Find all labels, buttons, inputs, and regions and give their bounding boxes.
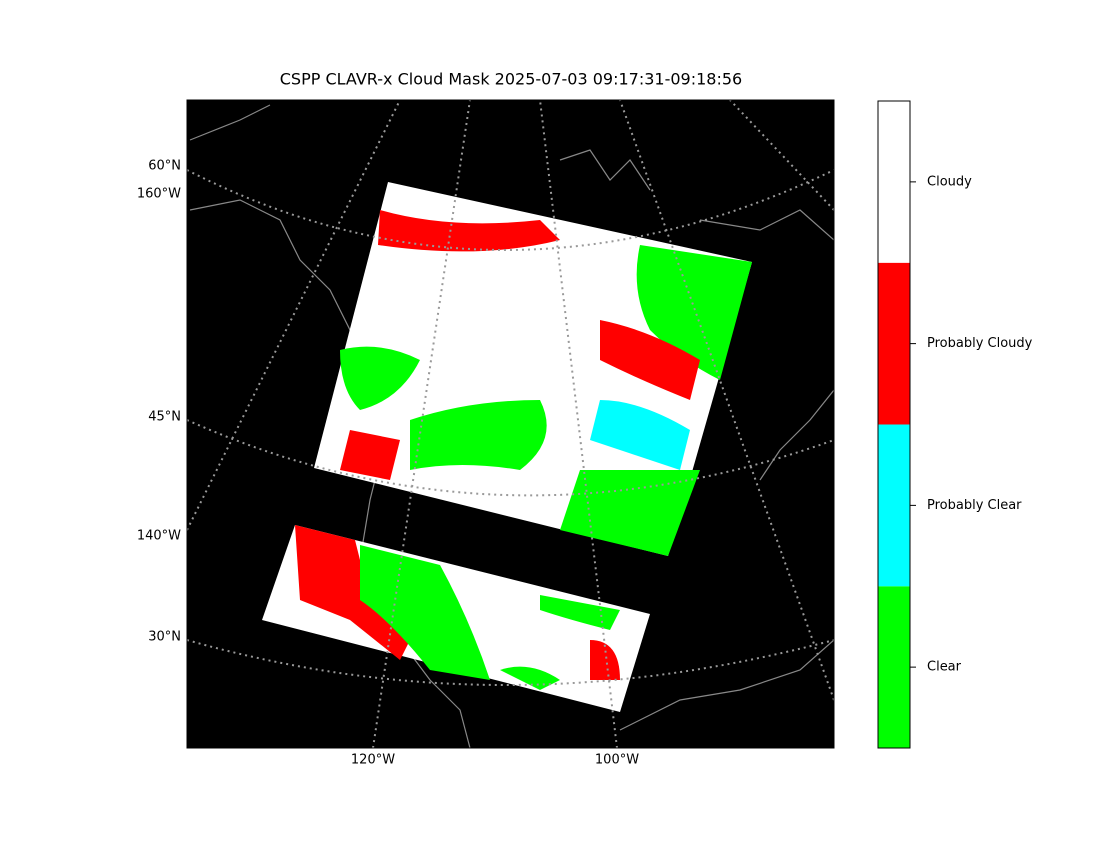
- cloud-patch: [560, 470, 700, 556]
- lat-label: 30°N: [148, 630, 181, 645]
- cloud-patch: [340, 430, 400, 480]
- lat-label: 60°N: [148, 159, 181, 174]
- swath-2: [262, 525, 650, 712]
- colorbar-label: Clear: [927, 660, 962, 675]
- latitude-line: [187, 169, 834, 686]
- map-content: [187, 100, 834, 748]
- map-title: CSPP CLAVR-x Cloud Mask 2025-07-03 09:17…: [280, 70, 742, 89]
- colorbar: Clear Probably Clear Probably Cloudy Cloudy: [877, 100, 1033, 749]
- lon-label: 160°W: [137, 187, 181, 202]
- colorbar-segment: [878, 586, 910, 748]
- cloud-patch: [410, 400, 547, 470]
- colorbar-segment: [878, 262, 910, 425]
- lon-label: 140°W: [137, 529, 181, 544]
- cloud-patch: [295, 525, 410, 660]
- colorbar-segment: [878, 424, 910, 587]
- cloud-patch: [340, 346, 420, 410]
- swath-1: [314, 182, 752, 556]
- cloud-patch: [636, 245, 752, 380]
- colorbar-segment: [878, 101, 910, 263]
- colorbar-label: Probably Clear: [927, 498, 1022, 513]
- colorbar-frame: [877, 100, 911, 749]
- colorbar-label: Probably Cloudy: [927, 336, 1033, 351]
- cloud-patch: [590, 640, 620, 680]
- lat-label: 45°N: [148, 410, 181, 425]
- cloud-patch: [500, 666, 560, 690]
- colorbar-label: Cloudy: [927, 174, 972, 189]
- map-frame: [186, 99, 835, 749]
- cloud-patch: [590, 400, 690, 470]
- lon-label: 120°W: [351, 753, 395, 768]
- cloud-patch: [378, 210, 560, 252]
- cloud-patch: [360, 545, 490, 680]
- lon-label: 100°W: [595, 753, 639, 768]
- cloud-patch: [600, 320, 700, 400]
- cloud-patch: [540, 595, 620, 630]
